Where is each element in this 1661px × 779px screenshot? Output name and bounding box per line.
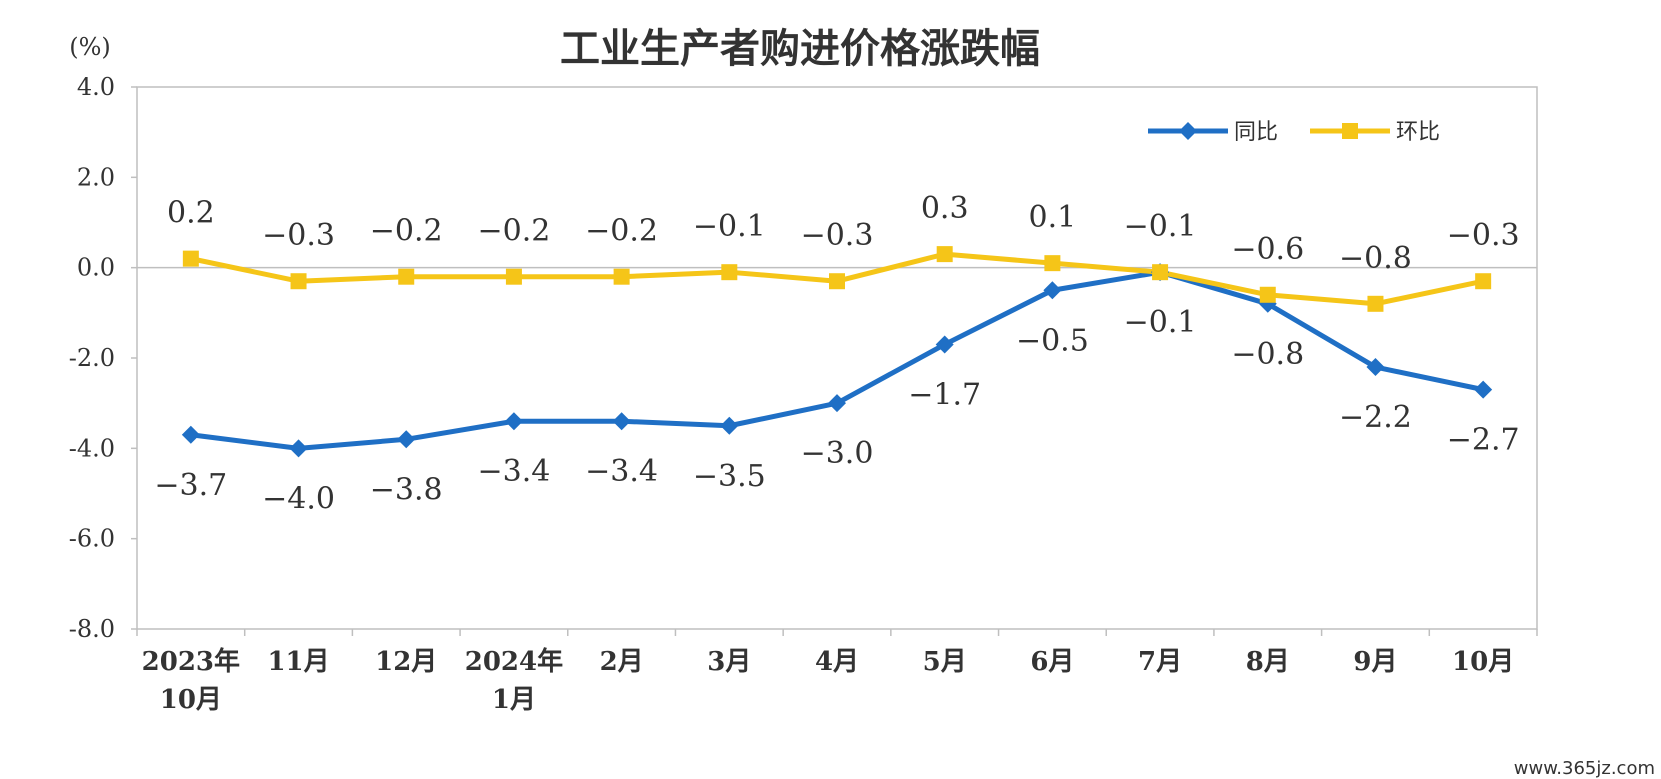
series-1-point [1367,295,1384,312]
x-tick-label: 9月 [1353,647,1397,677]
x-tick-label: 3月 [707,647,751,677]
legend-marker-0 [1179,122,1197,140]
y-tick-label: -2.0 [69,344,115,372]
series-0-point [504,412,523,431]
series-0-data-label: −3.0 [801,436,874,471]
series-0-point [612,412,631,431]
x-tick-label: 10月 [1452,647,1514,677]
x-tick-label: 12月 [375,647,437,677]
x-tick-label: 6月 [1030,647,1074,677]
series-0-data-label: −3.8 [370,472,443,507]
series-0-data-label: −3.7 [154,468,227,503]
x-tick-label: 8月 [1246,647,1290,677]
series-1-data-label: 0.3 [921,191,969,226]
x-tick-label: 11月 [267,647,329,677]
y-unit-label: (%) [69,33,111,61]
series-0-point [828,394,846,413]
watermark-text: www.365jz.com [1514,758,1655,779]
series-0-data-label: −1.7 [908,377,981,412]
series-1-data-label: −0.1 [1124,209,1197,244]
y-tick-label: 0.0 [77,254,115,282]
y-axis: 4.0 2.0 0.0 -2.0 -4.0 -6.0 -8.0 [69,73,1537,643]
x-tick-label: 2024年 [465,646,563,677]
series-0-data-label: −3.5 [693,459,766,494]
series-group: −3.7 −4.0 −3.8 −3.4 −3.4 −3.5 −3.0 −1.7 −0.5 −0.1… [154,191,1519,516]
x-tick-label: 7月 [1138,647,1182,677]
series-1-point [1044,255,1061,272]
series-1-data-label: −0.2 [370,214,443,249]
series-1-data-label: −0.3 [801,218,874,253]
y-tick-label: 2.0 [77,163,115,191]
series-1-data-label: −0.2 [585,214,658,249]
x-tick-label: 5月 [923,647,967,677]
chart-title: 工业生产者购进价格涨跌幅 [560,26,1040,72]
series-0-data-label: −0.5 [1016,323,1089,358]
series-1-data-label: 0.1 [1029,200,1077,235]
series-0-point [1043,281,1062,300]
series-0-point [397,430,416,449]
series-1-point [829,273,845,290]
series-1-data-label: −0.1 [693,209,766,244]
x-axis: 2023年 10月 11月 12月 2024年 1月 2月 3月 4月 5月 6月 7月 8月 9月 10月 [136,629,1538,715]
x-tick-label: 2023年 [142,646,240,677]
series-1-data-label: 0.2 [167,196,215,231]
series-0-point [289,439,308,458]
y-tick-label: -6.0 [69,525,115,553]
series-1-point [1475,273,1492,290]
series-0-data-label: −2.2 [1339,400,1412,435]
series-1-point [290,273,307,290]
series-0-data-label: −3.4 [585,454,658,489]
x-tick-label: 10月 [160,685,222,715]
series-0-point [1366,358,1385,377]
series-1-point [182,250,199,267]
series-1-data-label: −0.6 [1231,232,1304,267]
legend-marker-1 [1342,123,1358,139]
series-0-point [1474,380,1493,399]
series-0-point [935,335,954,354]
series-0-point [181,425,200,444]
x-tick-label: 1月 [492,685,536,715]
series-1-point [505,268,522,285]
series-1-point [398,268,415,285]
x-tick-label: 4月 [815,647,859,677]
series-1-data-label: −0.8 [1339,241,1412,276]
legend-label-0: 同比 [1234,120,1278,145]
y-tick-label: -4.0 [69,434,115,462]
series-1-point [613,268,630,285]
series-1-point [1259,286,1276,303]
y-tick-label: 4.0 [77,73,115,101]
series-0-data-label: −0.8 [1231,337,1304,372]
series-0-point [720,416,739,435]
series-1-point [1152,264,1169,281]
series-0-data-label: −0.1 [1124,305,1197,340]
legend-label-1: 环比 [1396,120,1440,145]
plot-area [136,86,1538,630]
x-tick-label: 2月 [600,647,644,677]
series-1-data-label: −0.2 [477,214,550,249]
series-0-data-label: −2.7 [1447,423,1520,458]
series-0-data-label: −4.0 [262,481,335,516]
series-0-data-label: −3.4 [477,454,550,489]
legend: 同比 环比 [1148,120,1440,145]
series-1-data-label: −0.3 [1447,218,1520,253]
series-1-point [936,246,953,263]
series-1-point [721,264,738,281]
y-tick-label: -8.0 [69,615,115,643]
series-1-data-label: −0.3 [262,218,335,253]
